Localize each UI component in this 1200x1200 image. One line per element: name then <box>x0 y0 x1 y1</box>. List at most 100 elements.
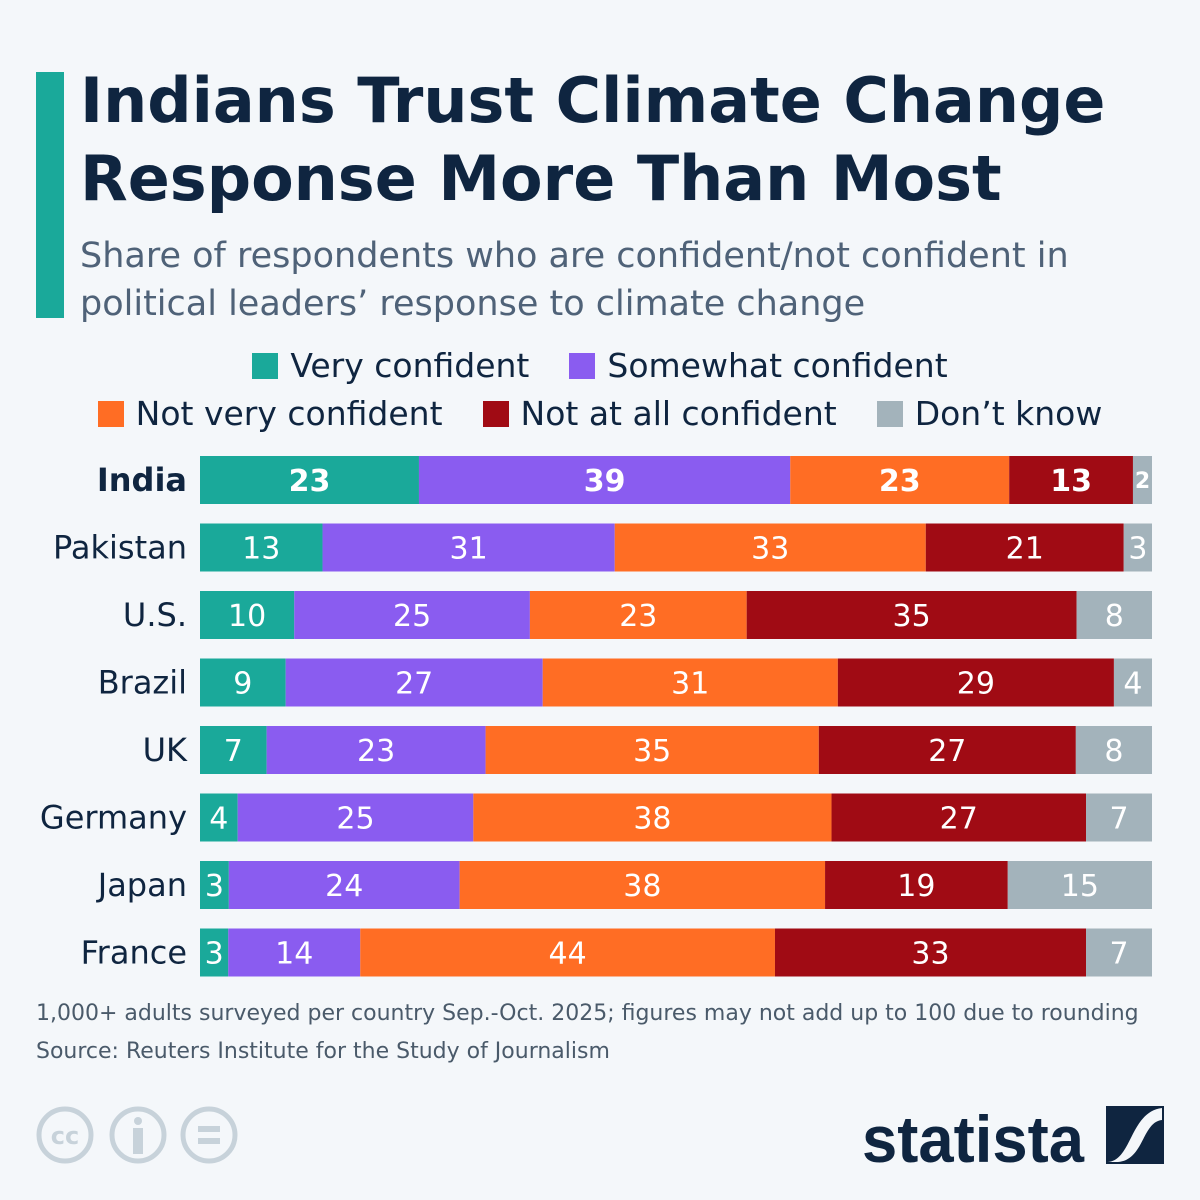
bar-segment <box>200 726 267 774</box>
accent-bar <box>36 72 64 318</box>
bar-segment <box>1075 726 1152 774</box>
data-label: 10 <box>228 599 266 634</box>
bar-segment <box>1007 861 1152 909</box>
category-label: U.S. <box>123 596 187 634</box>
bar-segment <box>266 726 486 774</box>
bar-segment <box>200 861 229 909</box>
legend-swatch <box>97 400 124 427</box>
data-label: 27 <box>928 734 966 769</box>
data-label: 2 <box>1135 469 1150 494</box>
data-label: 24 <box>325 869 363 904</box>
data-label: 9 <box>233 666 252 701</box>
bar-segment <box>294 591 530 639</box>
data-label: 25 <box>393 599 431 634</box>
legend-item: Somewhat confident <box>569 346 948 385</box>
bar-segment <box>285 658 543 707</box>
data-label: 25 <box>336 801 374 836</box>
data-label: 14 <box>275 936 313 971</box>
bar-segment <box>200 456 419 504</box>
bar-segment <box>529 591 747 639</box>
bar-segment <box>485 726 819 774</box>
data-label: 23 <box>619 599 657 634</box>
bar-segment <box>746 591 1077 639</box>
data-label: 38 <box>623 869 661 904</box>
bar-segment <box>200 793 238 842</box>
svg-text:cc: cc <box>51 1122 79 1150</box>
legend-swatch <box>569 352 596 379</box>
bar-segment <box>542 658 838 707</box>
bar-segment <box>614 523 926 572</box>
legend-label: Not very confident <box>135 394 443 433</box>
data-label: 33 <box>751 531 789 566</box>
no-derivatives-icon <box>180 1106 238 1164</box>
chart-subtitle: Share of respondents who are confident/n… <box>80 236 1069 324</box>
data-label: 7 <box>224 734 243 769</box>
attribution-icon <box>109 1106 167 1164</box>
data-label: 38 <box>633 801 671 836</box>
data-label: 27 <box>940 801 978 836</box>
footnote: 1,000+ adults surveyed per country Sep.-… <box>36 1001 1139 1026</box>
data-label: 21 <box>1006 531 1044 566</box>
legend-label: Very confident <box>290 346 530 385</box>
legend-row-1: Very confident Somewhat confident <box>0 346 1200 385</box>
data-label: 13 <box>1050 464 1092 499</box>
data-label: 13 <box>242 531 280 566</box>
legend-item: Don’t know <box>876 394 1103 433</box>
bar-segment <box>418 456 791 504</box>
legend-swatch <box>252 352 279 379</box>
bar-segment <box>228 861 460 909</box>
bar-segment <box>1123 523 1152 572</box>
data-label: 23 <box>357 734 395 769</box>
data-label: 31 <box>671 666 709 701</box>
bar-segment <box>1076 591 1152 639</box>
data-label: 29 <box>957 666 995 701</box>
legend-item: Very confident <box>252 346 529 385</box>
bar-segment <box>322 523 615 572</box>
data-label: 35 <box>633 734 671 769</box>
bar-segment <box>1132 456 1152 504</box>
legend-label: Not at all confident <box>520 394 837 433</box>
data-label: 4 <box>209 801 228 836</box>
data-label: 35 <box>893 599 931 634</box>
category-label: UK <box>143 731 188 769</box>
data-label: 3 <box>1128 531 1147 566</box>
bar-segment <box>459 861 826 909</box>
category-label: France <box>81 934 187 972</box>
data-label: 23 <box>289 464 331 499</box>
data-label: 33 <box>911 936 949 971</box>
data-label: 19 <box>897 869 935 904</box>
legend-item: Not very confident <box>97 394 443 433</box>
svg-text:statista: statista <box>862 1102 1085 1170</box>
bar-segment <box>1086 928 1152 977</box>
bar-segment <box>200 658 286 707</box>
bar-segment <box>1009 456 1133 504</box>
data-label: 39 <box>584 464 626 499</box>
bar-segment <box>200 591 295 639</box>
bar-segment <box>200 928 229 977</box>
category-label: Brazil <box>98 664 187 702</box>
data-label: 44 <box>549 936 587 971</box>
bar-segment <box>228 928 361 977</box>
category-label: Germany <box>40 799 187 837</box>
legend-swatch <box>876 400 903 427</box>
data-label: 8 <box>1104 734 1123 769</box>
data-label: 31 <box>450 531 488 566</box>
bar-segment <box>360 928 775 977</box>
data-label: 27 <box>395 666 433 701</box>
source: Source: Reuters Institute for the Study … <box>36 1039 610 1064</box>
bar-segment <box>237 793 474 842</box>
bar-segment <box>473 793 832 842</box>
data-label: 7 <box>1109 936 1128 971</box>
category-label: Japan <box>96 866 187 904</box>
bar-segment <box>1086 793 1152 842</box>
data-label: 3 <box>205 869 224 904</box>
category-label: India <box>97 461 187 499</box>
legend-swatch <box>482 400 509 427</box>
bar-segment <box>837 658 1114 707</box>
legend-row-2: Not very confident Not at all confident Do… <box>0 394 1200 433</box>
legend-label: Somewhat confident <box>607 346 948 385</box>
legend-label: Don’t know <box>914 394 1103 433</box>
bar-segment <box>774 928 1087 977</box>
license-icons: cc <box>36 1106 238 1164</box>
